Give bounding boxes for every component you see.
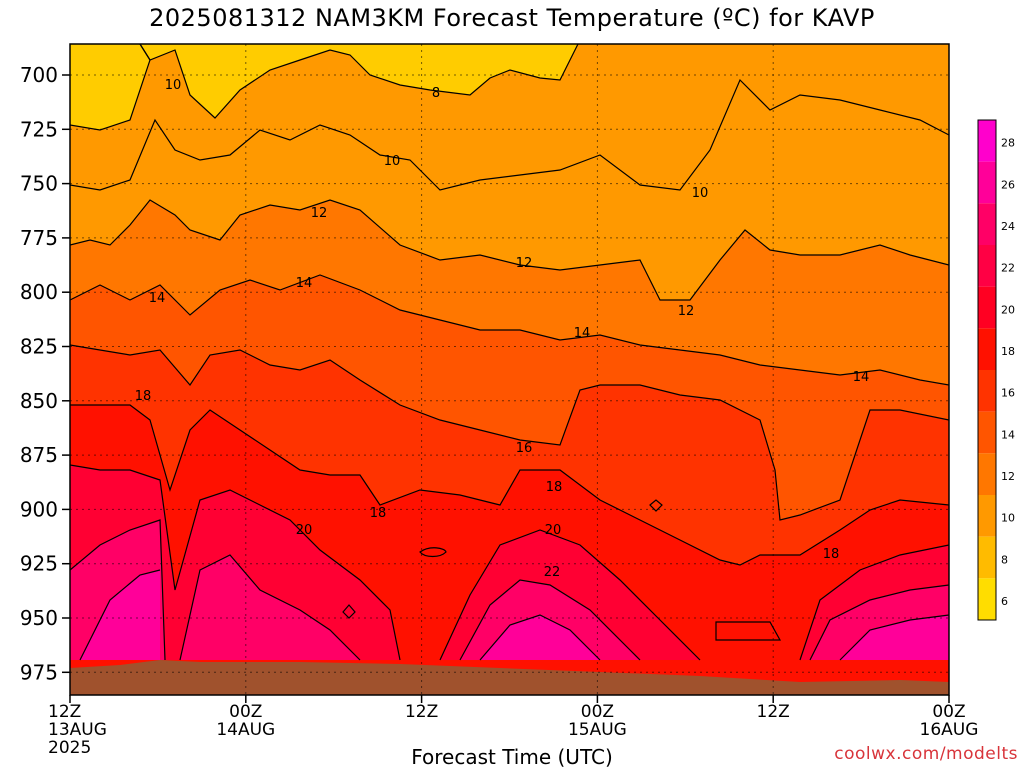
contour-label: 12 (678, 304, 695, 319)
y-tick-label: 900 (20, 497, 58, 521)
colorbar-label: 22 (1001, 262, 1015, 275)
contour-label: 8 (432, 86, 440, 101)
colorbar-swatch (978, 120, 996, 162)
x-tick-label: 12Z (48, 702, 81, 722)
colorbar-swatch (978, 203, 996, 245)
contour-label: 16 (516, 441, 533, 456)
credit-link[interactable]: coolwx.com/modelts (834, 744, 1018, 764)
colorbar-label: 16 (1001, 387, 1015, 400)
x-tick-label: 14AUG (216, 720, 275, 740)
contour-label: 18 (135, 389, 152, 404)
contour-label: 14 (574, 326, 591, 341)
x-axis-label: Forecast Time (UTC) (411, 745, 613, 769)
colorbar-label: 10 (1001, 512, 1015, 525)
gridlines (70, 44, 949, 695)
contour-label: 18 (823, 547, 840, 562)
x-tick-label: 15AUG (568, 720, 627, 740)
y-tick-label: 750 (20, 172, 58, 196)
colorbar-swatch (978, 161, 996, 204)
contour-label: 14 (853, 370, 870, 385)
colorbar-label: 28 (1001, 137, 1015, 150)
colorbar-swatch (978, 495, 996, 537)
contour-label: 14 (296, 276, 313, 291)
colorbar-swatch (978, 536, 996, 579)
colorbar-label: 12 (1001, 470, 1015, 483)
colorbar-swatch (978, 411, 996, 454)
x-tick-label: 13AUG (48, 720, 107, 740)
x-tick-label: 12Z (405, 702, 438, 722)
x-tick-label: 00Z (581, 702, 614, 722)
colorbar-label: 24 (1001, 220, 1015, 233)
contour-label: 18 (546, 480, 563, 495)
colorbar-label: 8 (1001, 553, 1008, 566)
colorbar-swatch (978, 328, 996, 370)
colorbar-swatch (978, 245, 996, 287)
y-axis: 700 725 750 775 800 825 850 875 900 925 950 975 (20, 63, 70, 684)
x-tick-label: 12Z (757, 702, 790, 722)
y-tick-label: 950 (20, 606, 58, 630)
colorbar-label: 14 (1001, 428, 1015, 441)
y-tick-label: 875 (20, 443, 58, 467)
colorbar: 28 26 24 22 20 18 16 14 12 10 8 6 (977, 119, 1015, 621)
y-tick-label: 850 (20, 389, 58, 413)
colorbar-swatch (978, 370, 996, 412)
colorbar-label: 18 (1001, 345, 1015, 358)
colorbar-swatch (978, 578, 996, 620)
contour-label: 12 (516, 256, 533, 271)
contour-label: 14 (149, 291, 166, 306)
contour-label: 10 (165, 78, 182, 93)
y-tick-label: 925 (20, 552, 58, 576)
plot-frame (69, 43, 950, 696)
y-tick-label: 775 (20, 226, 58, 250)
colorbar-swatch (978, 453, 996, 495)
y-tick-label: 975 (20, 660, 58, 684)
contour-label: 12 (311, 206, 328, 221)
x-tick-label: 00Z (932, 702, 965, 722)
contour-label: 20 (545, 523, 562, 538)
y-tick-label: 725 (20, 117, 58, 141)
contour-label: 20 (296, 523, 313, 538)
y-tick-label: 800 (20, 280, 58, 304)
contour-label: 22 (544, 565, 561, 580)
colorbar-label: 6 (1001, 595, 1008, 608)
x-tick-label: 2025 (48, 738, 91, 758)
chart-title: 2025081312 NAM3KM Forecast Temperature (… (149, 4, 875, 32)
x-tick-label: 00Z (229, 702, 262, 722)
temperature-field (70, 44, 949, 695)
y-tick-label: 700 (20, 63, 58, 87)
x-tick-label: 16AUG (920, 720, 979, 740)
colorbar-label: 26 (1001, 178, 1015, 191)
contour-label: 18 (370, 506, 387, 521)
colorbar-swatch (978, 286, 996, 329)
colorbar-label: 20 (1001, 303, 1015, 316)
contour-label: 10 (384, 154, 401, 169)
contour-label: 10 (692, 186, 709, 201)
y-tick-label: 825 (20, 335, 58, 359)
